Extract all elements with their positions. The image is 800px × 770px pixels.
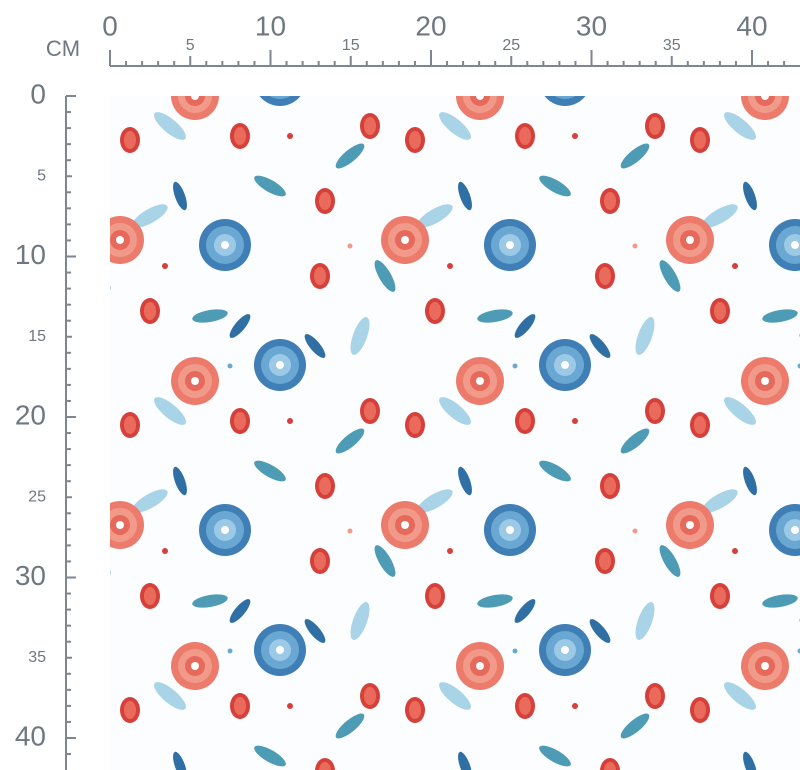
ruler-label: 25 — [502, 37, 520, 54]
ruler-label: 0 — [102, 10, 118, 41]
ruler-label: 35 — [663, 37, 681, 54]
ruler-label: 40 — [15, 720, 46, 751]
ruler-label: 0 — [30, 78, 46, 109]
ruler-label: 35 — [28, 649, 46, 666]
ruler-label: 20 — [415, 10, 446, 41]
ruler-label: 10 — [255, 10, 286, 41]
fabric-swatch — [110, 96, 800, 770]
ruler-label: 15 — [28, 328, 46, 345]
unit-label: CM — [46, 36, 80, 61]
ruler-label: 30 — [576, 10, 607, 41]
ruler-label: 15 — [342, 37, 360, 54]
ruler-label: 5 — [37, 167, 46, 184]
ruler-label: 25 — [28, 488, 46, 505]
ruler-label: 30 — [15, 560, 46, 591]
ruler-label: 20 — [15, 399, 46, 430]
ruler-label: 5 — [186, 37, 195, 54]
ruler-label: 10 — [15, 239, 46, 270]
ruler-label: 40 — [736, 10, 767, 41]
